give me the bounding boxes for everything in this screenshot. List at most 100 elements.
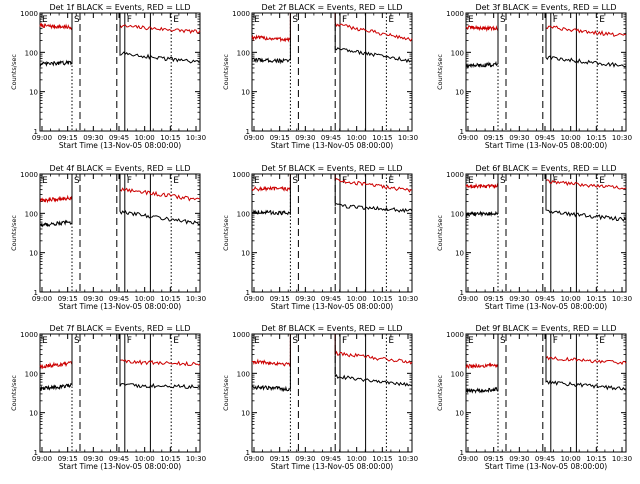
marker-label: F (342, 15, 347, 25)
x-tick-label: 09:15 (270, 455, 290, 463)
y-tick-label: 1000 (20, 171, 38, 179)
lld-series-line (334, 174, 412, 193)
y-tick-label: 100 (451, 210, 464, 218)
x-tick-label: 10:15 (586, 295, 606, 303)
events-series-line (251, 334, 291, 393)
x-axis-label: Start Time (13-Nov-05 08:00:00) (271, 141, 393, 150)
events-series-line (119, 174, 201, 226)
x-tick-label: 09:00 (244, 134, 264, 142)
events-series-line (545, 174, 627, 222)
marker-label: F (553, 15, 558, 25)
events-series-line (545, 13, 627, 68)
x-tick-label: 10:30 (612, 455, 632, 463)
lld-series-line (251, 13, 291, 43)
plot-title: Det 9f BLACK = Events, RED = LLD (475, 324, 616, 333)
events-series-line (251, 13, 291, 65)
marker-label: E (173, 336, 179, 346)
y-tick-label: 1 (246, 449, 250, 457)
y-tick-label: 100 (25, 49, 38, 57)
y-axis-label: Counts/sec (436, 215, 444, 251)
y-tick-label: 1000 (232, 171, 250, 179)
lld-series-line (119, 334, 201, 367)
x-tick-label: 09:30 (83, 134, 103, 142)
lld-series-line (545, 334, 627, 365)
y-tick-label: 10 (29, 250, 38, 258)
events-series-line (334, 334, 413, 387)
y-tick-label: 1000 (20, 331, 38, 339)
x-axis-label: Start Time (13-Nov-05 08:00:00) (59, 141, 181, 150)
x-tick-label: 09:00 (32, 455, 52, 463)
x-tick-label: 09:00 (458, 455, 478, 463)
x-tick-label: 09:15 (270, 295, 290, 303)
x-tick-label: 09:45 (321, 134, 341, 142)
marker-label: S (74, 15, 80, 25)
plot-panel-6: Det 6f BLACK = Events, RED = LLD 1 10 100 10… (436, 164, 632, 311)
y-tick-label: 1000 (20, 10, 38, 18)
events-series-line (334, 13, 413, 64)
plot-frame (251, 12, 413, 132)
x-tick-label: 09:30 (509, 295, 529, 303)
marker-label: E (468, 336, 474, 346)
x-tick-label: 09:15 (58, 295, 78, 303)
marker-label: E (173, 15, 179, 25)
x-tick-label: 09:45 (321, 295, 341, 303)
marker-label: S (500, 15, 506, 25)
plot-frame (251, 173, 413, 293)
x-tick-label: 10:30 (398, 134, 418, 142)
x-tick-label: 09:45 (109, 134, 129, 142)
lld-series-line (465, 13, 499, 33)
x-tick-label: 09:00 (458, 295, 478, 303)
x-tick-label: 10:00 (561, 134, 581, 142)
y-tick-label: 1 (460, 449, 464, 457)
marker-label: E (468, 15, 474, 25)
x-tick-label: 10:15 (586, 455, 606, 463)
y-tick-label: 100 (25, 370, 38, 378)
events-series-line (545, 334, 627, 391)
marker-label: E (388, 176, 394, 186)
marker-label: E (254, 336, 260, 346)
events-series-line (251, 174, 291, 216)
x-axis-label: Start Time (13-Nov-05 08:00:00) (271, 302, 393, 311)
x-tick-label: 09:45 (109, 455, 129, 463)
marker-label: E (468, 176, 474, 186)
y-axis-label: Counts/sec (222, 215, 230, 251)
x-tick-label: 09:30 (83, 295, 103, 303)
lld-series-line (39, 13, 73, 31)
marker-label: S (292, 336, 298, 346)
marker-label: F (127, 15, 132, 25)
x-tick-label: 09:00 (244, 455, 264, 463)
marker-label: F (127, 336, 132, 346)
lld-series-line (119, 13, 201, 35)
y-axis-label: Counts/sec (436, 375, 444, 411)
x-tick-label: 10:15 (586, 134, 606, 142)
lld-series-line (545, 174, 627, 190)
marker-label: E (42, 15, 48, 25)
events-series-line (39, 13, 73, 67)
y-tick-label: 10 (241, 89, 250, 97)
y-axis-label: Counts/sec (222, 375, 230, 411)
x-tick-label: 10:00 (561, 295, 581, 303)
y-tick-label: 10 (455, 410, 464, 418)
y-tick-label: 10 (29, 89, 38, 97)
plot-title: Det 4f BLACK = Events, RED = LLD (49, 164, 190, 173)
marker-label: E (599, 176, 605, 186)
y-tick-label: 10 (29, 410, 38, 418)
lld-series-line (465, 334, 499, 370)
plot-frame (251, 333, 413, 453)
marker-label: S (74, 336, 80, 346)
plot-panel-4: Det 4f BLACK = Events, RED = LLD 1 10 100 10… (10, 164, 206, 311)
lld-series-line (39, 334, 73, 370)
x-tick-label: 09:45 (535, 134, 555, 142)
y-tick-label: 1000 (446, 331, 464, 339)
x-tick-label: 10:00 (135, 134, 155, 142)
lld-series-line (39, 174, 73, 204)
x-tick-label: 09:30 (295, 455, 315, 463)
marker-label: S (500, 336, 506, 346)
x-tick-label: 09:15 (484, 455, 504, 463)
plot-title: Det 1f BLACK = Events, RED = LLD (49, 3, 190, 12)
x-tick-label: 09:00 (458, 134, 478, 142)
marker-label: E (254, 15, 260, 25)
y-tick-label: 10 (241, 410, 250, 418)
x-tick-label: 10:15 (372, 295, 392, 303)
